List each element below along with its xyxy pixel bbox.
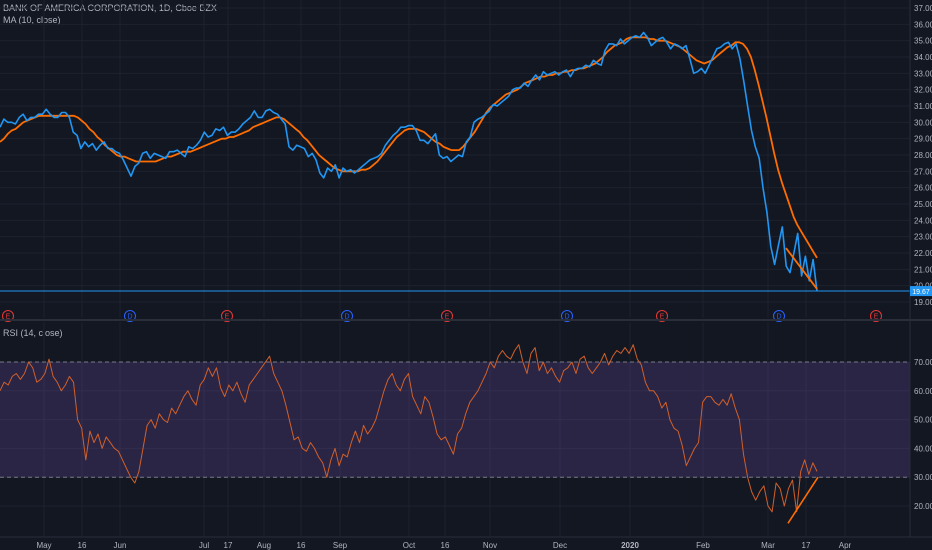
rsi-tick-label: 50.00 — [914, 416, 932, 425]
earnings-marker[interactable] — [441, 310, 453, 322]
x-tick-label: 16 — [78, 541, 87, 550]
x-tick-label: Jul — [199, 541, 209, 550]
rsi-indicator-label: RSI (14, close) — [3, 328, 63, 338]
rsi-trend-line — [787, 476, 819, 524]
earnings-marker[interactable] — [2, 310, 14, 322]
earnings-marker-letter: E — [660, 314, 665, 321]
price-tick-label: 21.00 — [914, 265, 932, 274]
price-tick-label: 28.00 — [914, 151, 932, 160]
earnings-marker-letter: E — [874, 314, 879, 321]
x-tick-label: 17 — [224, 541, 233, 550]
rsi-band — [0, 361, 910, 478]
rsi-tick-label: 40.00 — [914, 444, 932, 453]
rsi-line — [0, 344, 818, 513]
earnings-marker[interactable] — [221, 310, 233, 322]
x-tick-label: Feb — [696, 541, 710, 550]
price-tick-label: 23.00 — [914, 233, 932, 242]
price-tick-label: 33.00 — [914, 69, 932, 78]
x-tick-label: Nov — [483, 541, 497, 550]
price-tick-label: 25.00 — [914, 200, 932, 209]
price-tick-label: 27.00 — [914, 167, 932, 176]
price-tick-label: 30.00 — [914, 118, 932, 127]
price-tick-label: 36.00 — [914, 20, 932, 29]
last-price-badge — [910, 286, 932, 297]
earnings-marker-letter: E — [445, 314, 450, 321]
earnings-marker[interactable] — [870, 310, 882, 322]
price-tick-label: 35.00 — [914, 37, 932, 46]
price-tick-label: 26.00 — [914, 184, 932, 193]
x-tick-label: May — [36, 541, 51, 550]
x-tick-label: Oct — [403, 541, 416, 550]
x-tick-label: Jun — [114, 541, 127, 550]
earnings-marker[interactable] — [656, 310, 668, 322]
last-price-badge-text: 19.67 — [912, 289, 930, 296]
price-tick-label: 32.00 — [914, 86, 932, 95]
rsi-band-fill — [0, 362, 910, 478]
dividend-marker[interactable] — [341, 310, 353, 322]
earnings-marker-letter: E — [225, 314, 230, 321]
x-tick-label: Mar — [761, 541, 775, 550]
rsi-pane[interactable] — [0, 344, 819, 524]
price-pane[interactable] — [0, 31, 910, 292]
price-tick-label: 24.00 — [914, 216, 932, 225]
x-tick-label: 16 — [441, 541, 450, 550]
rsi-tick-label: 20.00 — [914, 502, 932, 511]
price-tick-label: 31.00 — [914, 102, 932, 111]
rsi-tick-label: 30.00 — [914, 473, 932, 482]
dividend-marker[interactable] — [124, 310, 136, 322]
price-tick-label: 34.00 — [914, 53, 932, 62]
dividend-marker-letter: D — [127, 314, 132, 321]
rsi-tick-label: 60.00 — [914, 387, 932, 396]
ma-indicator-label: MA (10, close) — [3, 15, 61, 25]
dividend-marker-letter: D — [344, 314, 349, 321]
price-trend-line — [785, 247, 818, 290]
earnings-marker-letter: E — [6, 314, 11, 321]
x-tick-label: 17 — [802, 541, 811, 550]
rsi-tick-label: 70.00 — [914, 358, 932, 367]
price-line — [0, 31, 818, 292]
x-tick-label: 16 — [297, 541, 306, 550]
dividend-marker[interactable] — [561, 310, 573, 322]
dividend-marker-letter: D — [776, 314, 781, 321]
price-tick-label: 37.00 — [914, 4, 932, 13]
x-tick-label: Apr — [839, 541, 852, 550]
price-tick-label: 29.00 — [914, 135, 932, 144]
price-tick-label: 19.00 — [914, 298, 932, 307]
dividend-marker-letter: D — [564, 314, 569, 321]
x-tick-label: Aug — [257, 541, 271, 550]
x-tick-label: 2020 — [621, 541, 639, 550]
x-tick-label: Sep — [333, 541, 348, 550]
price-tick-label: 22.00 — [914, 249, 932, 258]
dividend-marker[interactable] — [773, 310, 785, 322]
x-tick-label: Dec — [553, 541, 567, 550]
